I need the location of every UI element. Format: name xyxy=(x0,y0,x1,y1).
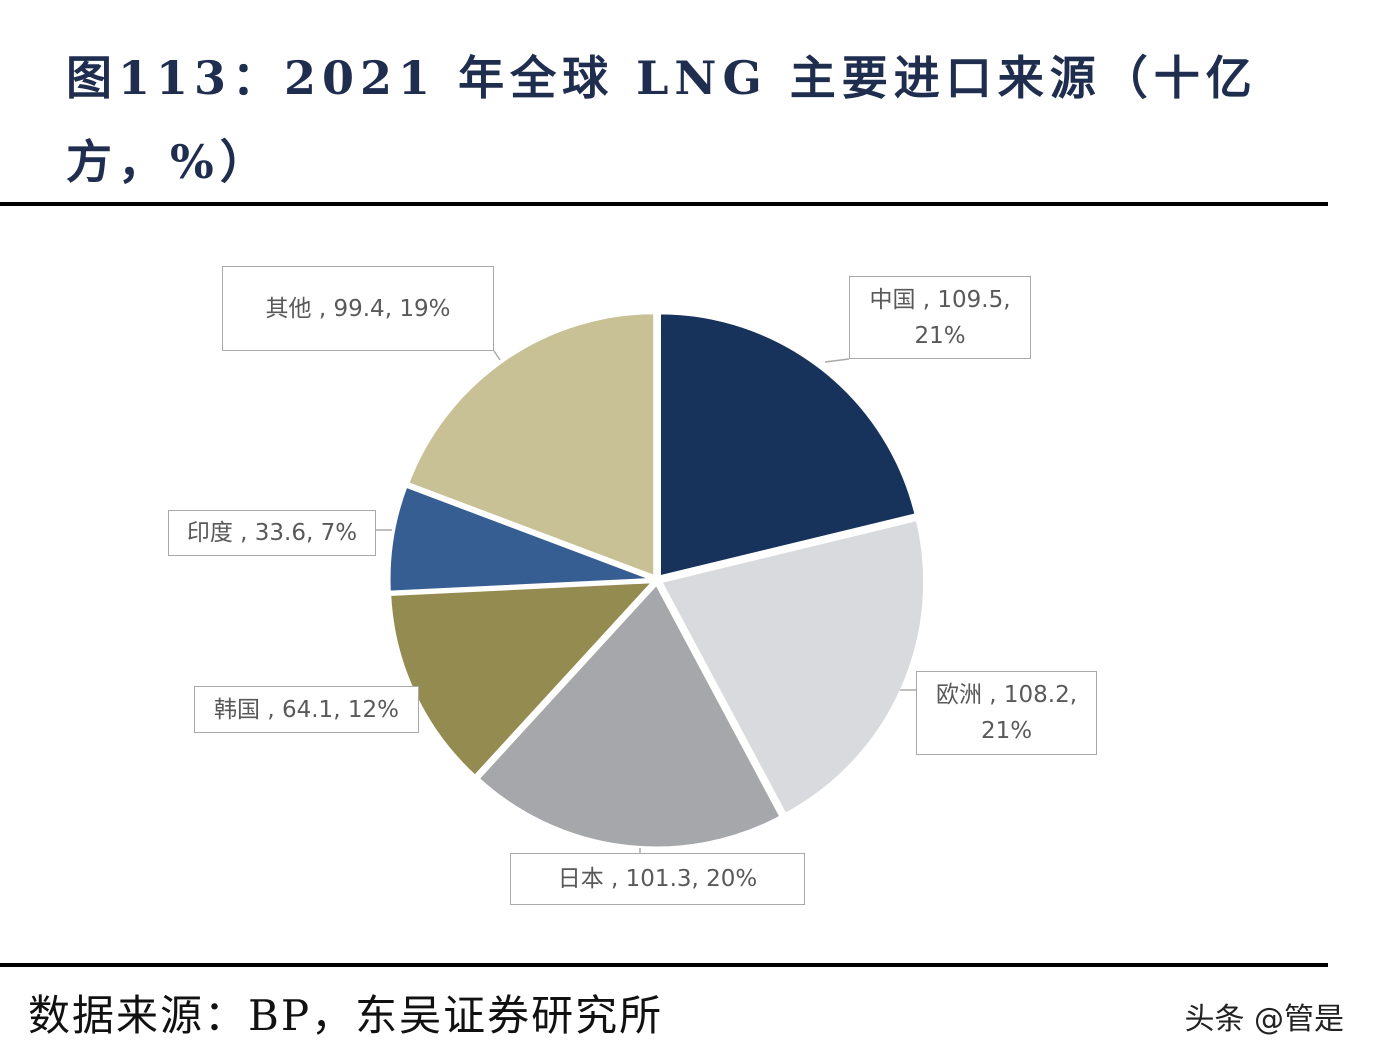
chart-title: 图113：2021 年全球 LNG 主要进口来源（十亿方，%） xyxy=(66,51,1258,189)
callout-line xyxy=(824,358,850,363)
pie-slice xyxy=(657,311,918,579)
data-label: 韩国 , 64.1, 12% xyxy=(194,686,419,733)
data-label: 印度 , 33.6, 7% xyxy=(168,510,376,556)
data-label: 中国 , 109.5, 21% xyxy=(849,276,1031,359)
data-label: 欧洲 , 108.2, 21% xyxy=(916,671,1097,755)
pie-slice xyxy=(387,484,654,594)
data-label: 日本 , 101.3, 20% xyxy=(510,853,805,905)
pie-slice xyxy=(475,581,784,850)
source-note: 数据来源：BP，东吴证券研究所 xyxy=(28,991,664,1040)
callout-line xyxy=(493,350,501,361)
watermark: 头条 @管是 xyxy=(1184,1002,1344,1037)
pie-slice xyxy=(405,311,657,579)
data-label: 其他 , 99.4, 19% xyxy=(222,266,494,351)
